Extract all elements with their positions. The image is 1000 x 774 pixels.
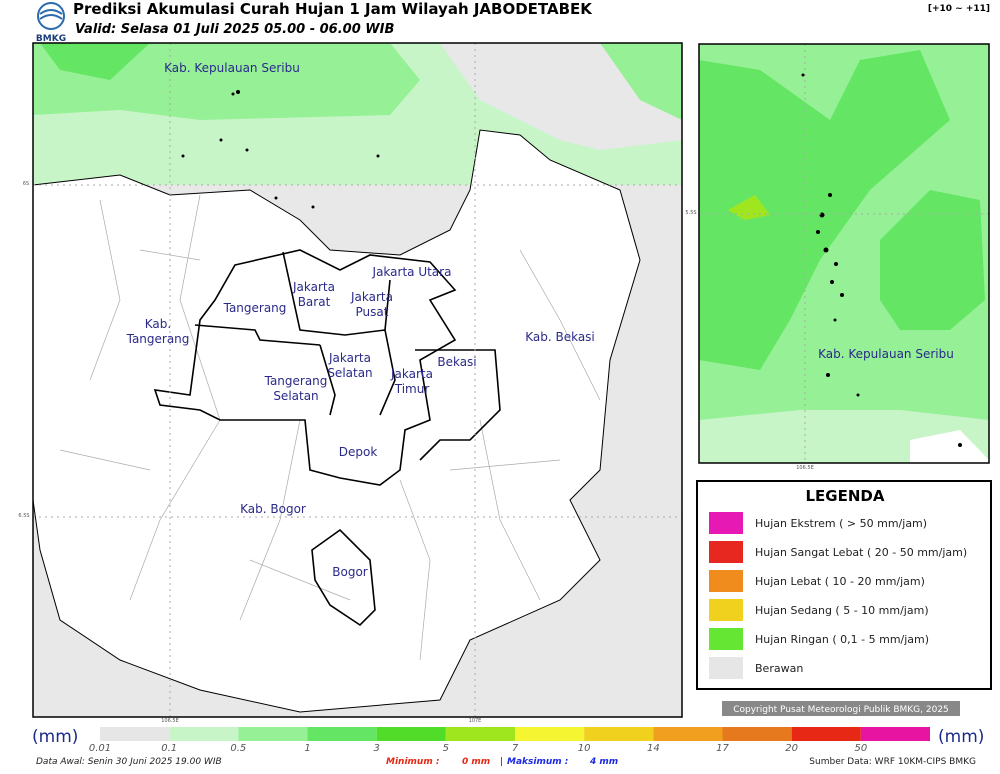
legend-swatch: [709, 570, 743, 592]
colorbar-label: 7: [512, 743, 519, 754]
region-label: Kab. Bekasi: [525, 330, 595, 344]
legend-label: Hujan Ringan ( 0,1 - 5 mm/jam): [755, 633, 929, 646]
colorbar-label: 50: [854, 743, 867, 754]
colorbar-segment: [445, 727, 515, 741]
region-label: Jakarta: [292, 280, 335, 294]
region-label: Bekasi: [437, 355, 476, 369]
colorbar-label: 10: [578, 743, 591, 754]
lon-tick: 106.5E: [796, 465, 813, 471]
colorbar-label: 0.01: [89, 743, 111, 754]
lon-tick: 107E: [469, 718, 482, 724]
legend-swatch: [709, 541, 743, 563]
region-label: Jakarta: [390, 367, 433, 381]
logo: BMKG: [36, 2, 66, 44]
legend-label: Berawan: [755, 662, 803, 675]
footer-min-value: 0 mm: [462, 757, 490, 767]
colorbar-segment: [169, 727, 239, 741]
logo-text: BMKG: [36, 34, 66, 44]
region-label: Jakarta: [328, 351, 371, 365]
colorbar-segment: [376, 727, 446, 741]
unit: (mm): [938, 727, 984, 747]
colorbar-label: 14: [647, 743, 660, 754]
lon-tick: 106.5E: [161, 718, 178, 724]
colorbar-segment: [307, 727, 377, 741]
legend-label: Hujan Lebat ( 10 - 20 mm/jam): [755, 575, 925, 588]
legend-swatch: [709, 512, 743, 534]
colorbar-segment: [653, 727, 723, 741]
region-label: Tangerang: [223, 301, 287, 315]
legend-label: Hujan Sangat Lebat ( 20 - 50 mm/jam): [755, 546, 967, 559]
legend-label: Hujan Ekstrem ( > 50 mm/jam): [755, 517, 927, 530]
copyright-bg: [722, 701, 960, 716]
colorbar-segment: [860, 727, 930, 741]
colorbar-label: 0.1: [161, 743, 177, 754]
region-label: Kab. Kepulauan Seribu: [164, 61, 300, 75]
colorbar-segment: [515, 727, 585, 741]
subtitle: Valid: Selasa 01 Juli 2025 05.00 - 06.00…: [75, 22, 394, 37]
region-label: Selatan: [327, 366, 372, 380]
region-label: Kab.: [145, 317, 171, 331]
colorbar: (mm) (mm) 0.01 0.1 0.5 1 3 5 7 10 14 17 20 50: [32, 727, 984, 754]
region-label: Jakarta: [350, 290, 393, 304]
region-label: Pusat: [356, 305, 389, 319]
footer-max-label: Maksimum :: [507, 757, 568, 767]
range: [+10 ~ +11]: [928, 4, 990, 14]
colorbar-segment: [238, 727, 308, 741]
copyright: Copyright Pusat Meteorologi Publik BMKG,…: [733, 705, 949, 715]
main-map: 6S 6.5S 106.5E 107E Kab. Kepulauan Serib…: [18, 42, 683, 724]
colorbar-label: 20: [785, 743, 798, 754]
region-label: Selatan: [273, 389, 318, 403]
region-label: Barat: [298, 295, 331, 309]
legend-swatch: [709, 599, 743, 621]
footer-initial: Data Awal: Senin 30 Juni 2025 19.00 WIB: [36, 757, 222, 767]
lat-tick: 6.5S: [18, 513, 29, 519]
region-label: Bogor: [332, 565, 368, 579]
unit: (mm): [32, 727, 78, 747]
region-label: Depok: [339, 445, 378, 459]
footer-source: Sumber Data: WRF 10KM-CIPS BMKG: [809, 757, 976, 767]
colorbar-segment: [791, 727, 861, 741]
legend-swatch: [709, 657, 743, 679]
footer-min-label: Minimum :: [386, 757, 439, 767]
colorbar-label: 5: [443, 743, 449, 754]
legend-title: LEGENDA: [806, 487, 885, 505]
footer-sep: |: [500, 757, 503, 767]
legend-label: Hujan Sedang ( 5 - 10 mm/jam): [755, 604, 929, 617]
colorbar-segment: [100, 727, 170, 741]
region-label: Tangerang: [126, 332, 190, 346]
colorbar-label: 1: [304, 743, 310, 754]
colorbar-label: 3: [373, 743, 379, 754]
lat-tick: 6S: [23, 181, 29, 187]
inset-map: Kab. Kepulauan Seribu 5.5S 106.5E: [685, 43, 990, 471]
title: Prediksi Akumulasi Curah Hujan 1 Jam Wil…: [73, 0, 593, 18]
colorbar-label: 0.5: [230, 743, 246, 754]
colorbar-segment: [722, 727, 792, 741]
legend-swatch: [709, 628, 743, 650]
colorbar-label: 17: [716, 743, 729, 754]
region-label: Jakarta Utara: [372, 265, 452, 279]
legend: LEGENDA Hujan Ekstrem ( > 50 mm/jam) Huja…: [696, 480, 992, 690]
region-label: Tangerang: [264, 374, 328, 388]
footer-max-value: 4 mm: [589, 757, 618, 767]
colorbar-segment: [584, 727, 654, 741]
region-label: Timur: [394, 382, 430, 396]
lat-tick: 5.5S: [685, 210, 696, 216]
inset-label: Kab. Kepulauan Seribu: [818, 347, 954, 361]
region-label: Kab. Bogor: [240, 502, 306, 516]
